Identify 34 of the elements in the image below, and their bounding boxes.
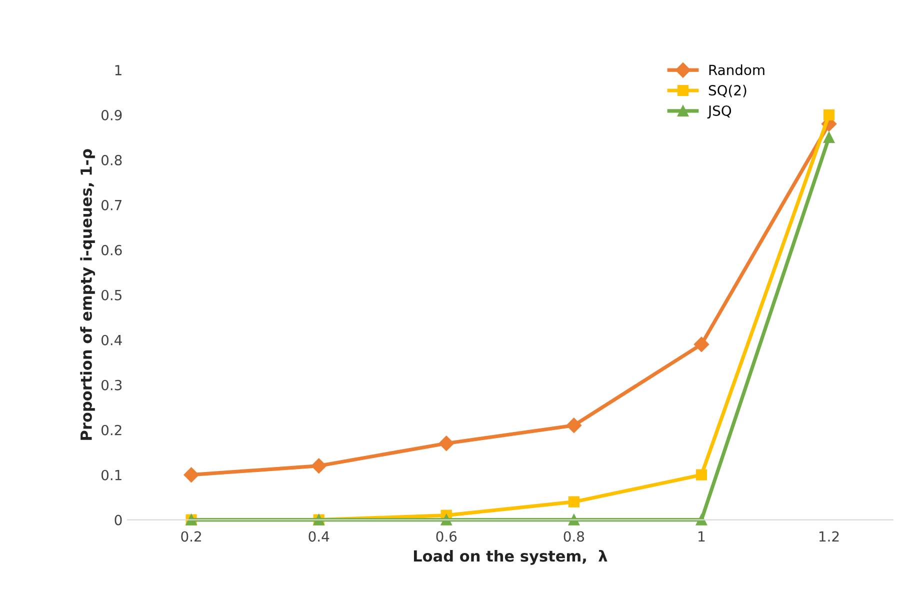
point xyxy=(568,514,580,526)
x-axis-title: Load on the system, λ xyxy=(414,550,608,565)
legend-label: JSQ xyxy=(707,105,732,119)
y-tick-label: 0.3 xyxy=(102,380,122,390)
x-tick-label: 1 xyxy=(698,531,705,542)
y-tick-label: 0.1 xyxy=(102,470,122,480)
point xyxy=(311,458,326,474)
point xyxy=(184,467,199,482)
y-tick-label: 0.9 xyxy=(102,110,122,120)
y-tick-label: 1 xyxy=(115,65,122,76)
y-tick-label: 0.4 xyxy=(102,334,122,346)
point xyxy=(696,514,708,526)
y-tick-label: 0.2 xyxy=(102,424,122,436)
x-tick-label: 0.2 xyxy=(181,531,201,542)
legend-label: SQ(2) xyxy=(708,84,746,98)
point xyxy=(694,336,710,352)
y-tick-label: 0.6 xyxy=(102,244,122,256)
y-tick-label: 0.8 xyxy=(102,154,122,166)
y-tick-label: 0.7 xyxy=(102,200,122,210)
x-tick-label: 0.6 xyxy=(436,531,457,542)
point xyxy=(438,436,454,451)
point xyxy=(440,514,452,526)
x-tick-label: 0.8 xyxy=(564,531,584,542)
point xyxy=(568,496,580,508)
point xyxy=(823,109,835,120)
point xyxy=(696,469,708,480)
y-axis-title: Proportion of empty i-queues, 1-ρ xyxy=(80,149,96,440)
x-tick-label: 1.2 xyxy=(819,531,839,542)
x-tick-label: 0.4 xyxy=(308,531,330,542)
y-tick-label: 0 xyxy=(114,514,122,526)
point xyxy=(566,418,582,433)
legend-label: Random xyxy=(709,64,764,76)
point xyxy=(823,132,835,143)
y-tick-label: 0.5 xyxy=(102,290,122,300)
